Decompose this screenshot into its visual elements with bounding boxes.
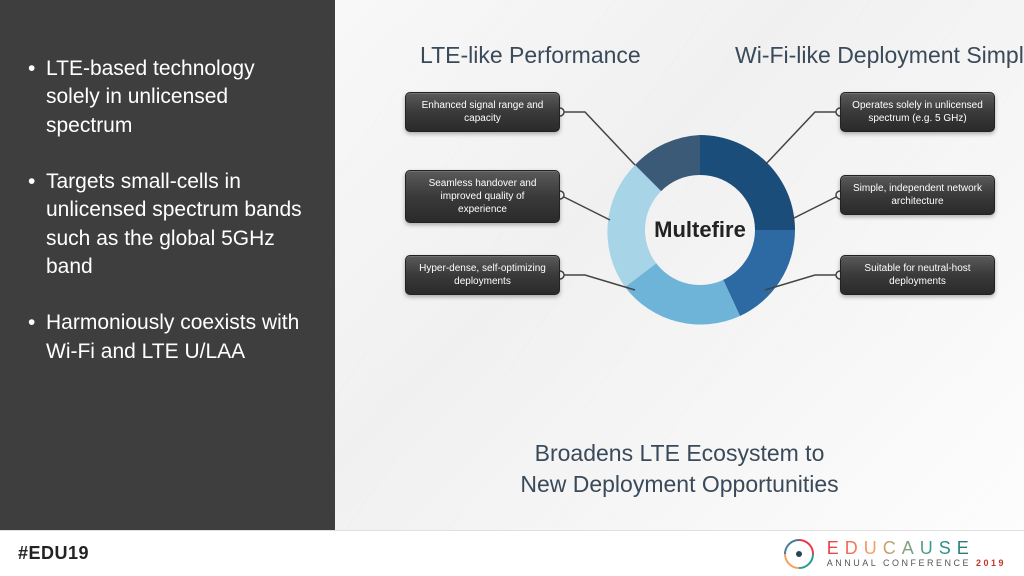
- bottom-caption-line2: New Deployment Opportunities: [520, 471, 838, 497]
- list-item: Harmoniously coexists with Wi-Fi and LTE…: [28, 309, 307, 366]
- brand-sub-prefix: ANNUAL CONFERENCE: [827, 558, 976, 568]
- hashtag-label: #EDU19: [18, 543, 89, 564]
- list-item: Targets small-cells in unlicensed spectr…: [28, 168, 307, 281]
- left-column-title: LTE-like Performance: [420, 42, 641, 69]
- brand-subtitle: ANNUAL CONFERENCE 2019: [827, 559, 1006, 568]
- list-item: LTE-based technology solely in unlicense…: [28, 55, 307, 140]
- feature-box-right-1: Operates solely in unlicensed spectrum (…: [840, 92, 995, 132]
- bullet-list: LTE-based technology solely in unlicense…: [28, 55, 307, 366]
- center-ring: Multefire: [605, 135, 795, 325]
- brand-block: EDUCAUSE ANNUAL CONFERENCE 2019: [781, 536, 1006, 572]
- feature-box-left-3: Hyper-dense, self-optimizing deployments: [405, 255, 560, 295]
- brand-swirl-icon: [781, 536, 817, 572]
- bottom-caption: Broadens LTE Ecosystem to New Deployment…: [335, 438, 1024, 500]
- diagram-area: LTE-like Performance Wi-Fi-like Deployme…: [335, 0, 1024, 530]
- brand-sub-year: 2019: [976, 558, 1006, 568]
- feature-box-left-1: Enhanced signal range and capacity: [405, 92, 560, 132]
- feature-box-left-2: Seamless handover and improved quality o…: [405, 170, 560, 223]
- bottom-caption-line1: Broadens LTE Ecosystem to: [535, 440, 825, 466]
- right-column-title: Wi-Fi-like Deployment Simplicity: [735, 42, 1024, 69]
- center-label: Multefire: [654, 217, 746, 243]
- feature-box-right-3: Suitable for neutral-host deployments: [840, 255, 995, 295]
- sidebar-panel: LTE-based technology solely in unlicense…: [0, 0, 335, 530]
- brand-name: EDUCAUSE: [827, 539, 1006, 557]
- feature-box-right-2: Simple, independent network architecture: [840, 175, 995, 215]
- footer-bar: #EDU19 EDUCAUSE ANNUAL CONFERENCE 2019: [0, 530, 1024, 576]
